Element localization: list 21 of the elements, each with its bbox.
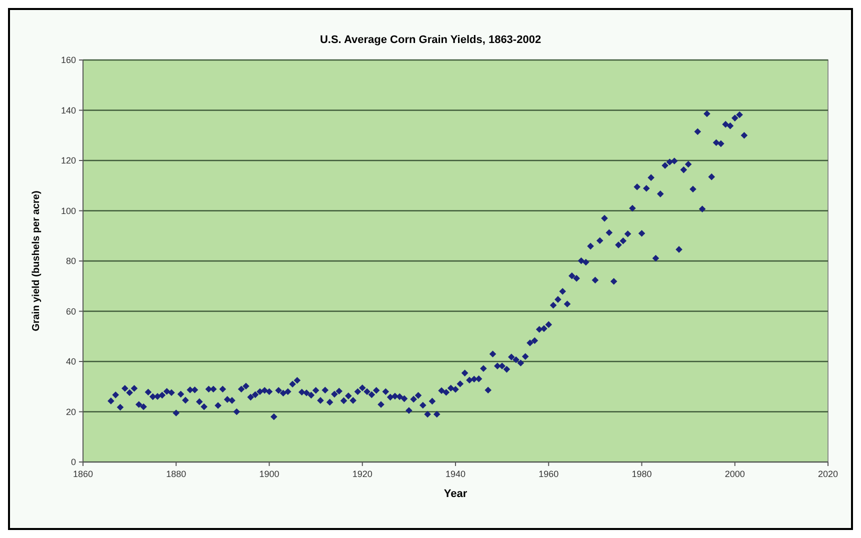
y-axis-title: Grain yield (bushels per acre) [31,190,42,332]
x-tick-label: 1900 [259,469,280,479]
x-tick-label: 1960 [538,469,559,479]
y-tick-label: 120 [60,156,76,166]
x-tick-label: 1880 [166,469,186,479]
y-tick-label: 80 [66,256,76,266]
y-tick-label: 20 [66,406,76,417]
x-tick-label: 2020 [818,469,838,479]
y-tick-label: 40 [66,356,76,367]
y-tick-label: 140 [60,105,76,116]
x-axis-title: Year [444,488,468,500]
chart-title: U.S. Average Corn Grain Yields, 1863-2002 [320,34,542,46]
y-tick-label: 160 [60,55,76,66]
y-tick-label: 60 [66,306,76,316]
x-tick-label: 1940 [445,469,466,479]
x-tick-label: 1860 [72,469,94,479]
y-tick-label: 0 [70,457,76,468]
x-tick-label: 2000 [724,469,745,479]
x-tick-label: 1920 [352,469,372,479]
x-tick-label: 1980 [632,469,652,479]
y-tick-label: 100 [60,206,76,216]
